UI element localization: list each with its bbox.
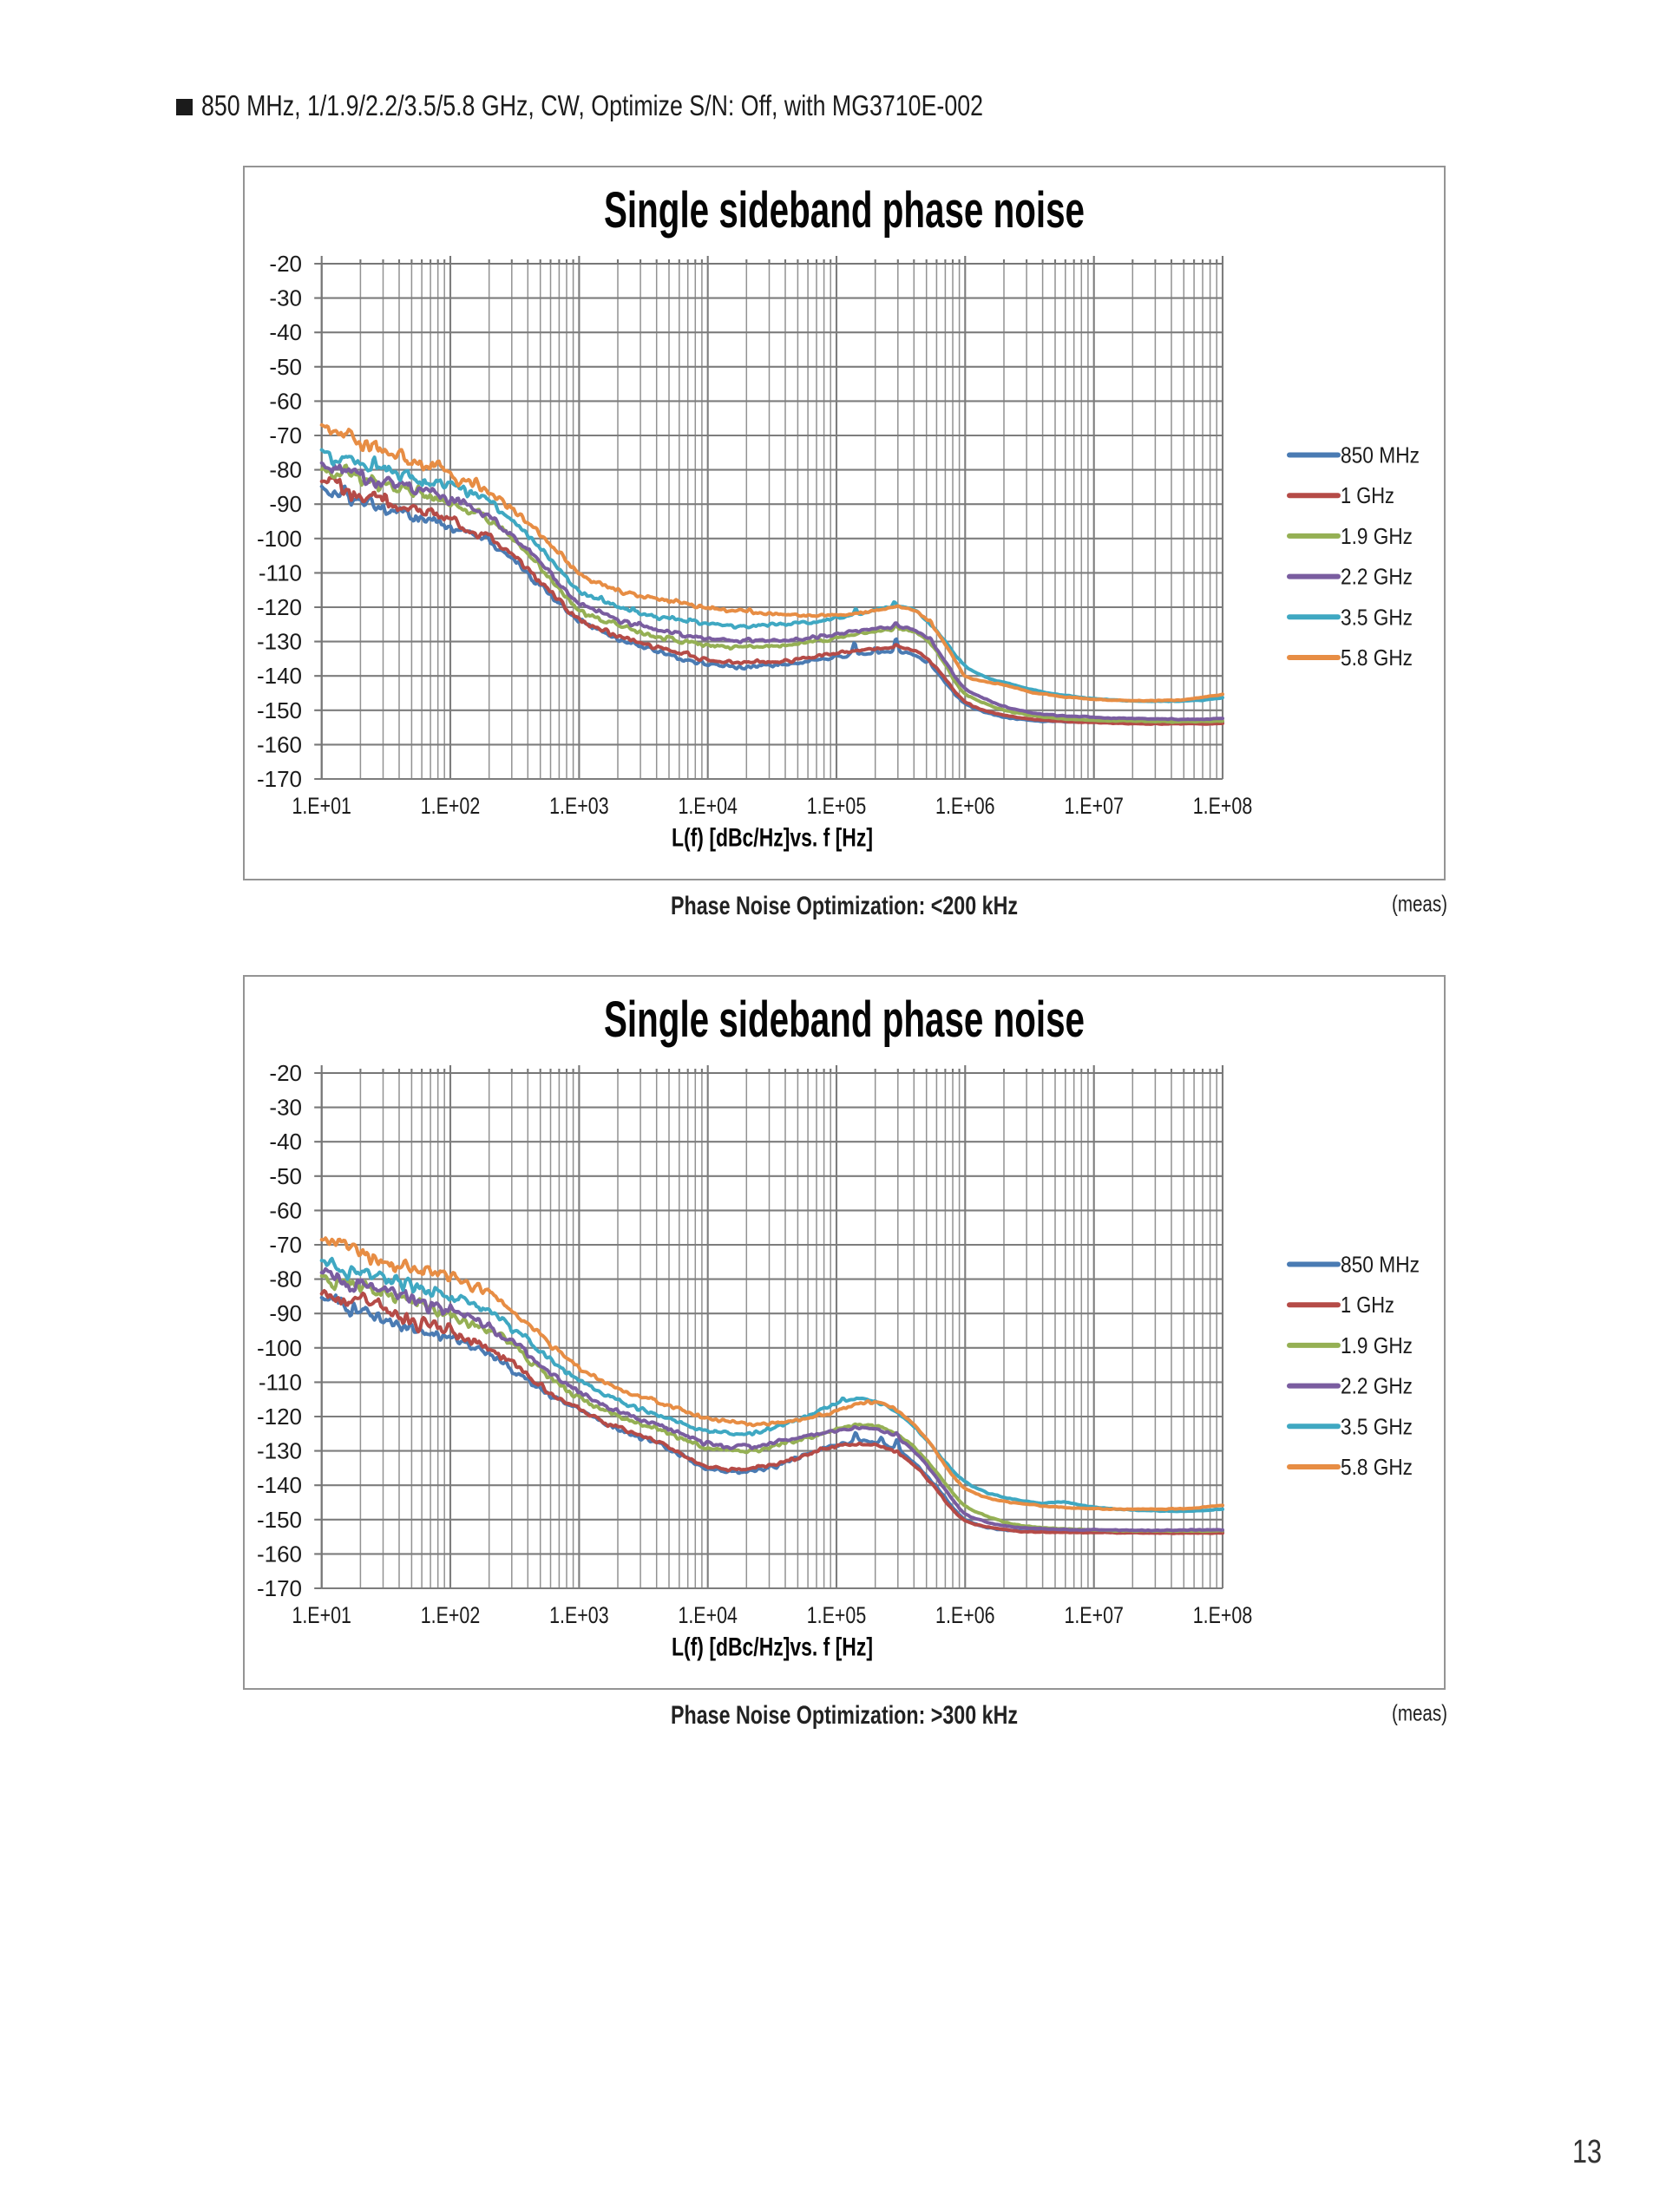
svg-text:-120: -120 xyxy=(257,594,302,620)
svg-text:1.E+08: 1.E+08 xyxy=(1193,1602,1253,1628)
svg-text:850 MHz: 850 MHz xyxy=(1341,442,1420,468)
svg-text:850 MHz, 1/1.9/2.2/3.5/5.8 GHz: 850 MHz, 1/1.9/2.2/3.5/5.8 GHz, CW, Opti… xyxy=(201,89,983,121)
svg-text:1.E+06: 1.E+06 xyxy=(935,793,995,819)
svg-text:-170: -170 xyxy=(257,1575,302,1601)
svg-text:5.8 GHz: 5.8 GHz xyxy=(1341,1454,1413,1480)
svg-text:-20: -20 xyxy=(269,1060,302,1086)
svg-text:-20: -20 xyxy=(269,251,302,277)
svg-text:Single sideband phase noise: Single sideband phase noise xyxy=(604,182,1085,239)
svg-text:-130: -130 xyxy=(257,1438,302,1464)
svg-text:-40: -40 xyxy=(269,319,302,345)
svg-text:-70: -70 xyxy=(269,422,302,448)
svg-text:5.8 GHz: 5.8 GHz xyxy=(1341,645,1413,671)
svg-text:(meas): (meas) xyxy=(1392,1700,1447,1726)
svg-text:-150: -150 xyxy=(257,697,302,723)
svg-text:-170: -170 xyxy=(257,766,302,792)
svg-text:-130: -130 xyxy=(257,629,302,655)
svg-text:1.E+06: 1.E+06 xyxy=(935,1602,995,1628)
svg-text:-100: -100 xyxy=(257,526,302,552)
svg-text:1.E+01: 1.E+01 xyxy=(292,1602,351,1628)
svg-text:1.E+01: 1.E+01 xyxy=(292,793,351,819)
svg-text:-110: -110 xyxy=(259,1369,302,1395)
svg-text:13: 13 xyxy=(1572,2134,1602,2170)
svg-text:1.E+04: 1.E+04 xyxy=(678,1602,738,1628)
svg-text:1.9 GHz: 1.9 GHz xyxy=(1341,1332,1413,1358)
svg-text:-90: -90 xyxy=(269,491,302,517)
svg-text:(meas): (meas) xyxy=(1392,891,1447,917)
svg-text:-60: -60 xyxy=(269,388,302,414)
svg-text:-160: -160 xyxy=(257,1541,302,1567)
svg-text:Single sideband phase noise: Single sideband phase noise xyxy=(604,991,1085,1048)
svg-text:1.E+08: 1.E+08 xyxy=(1193,793,1253,819)
svg-text:-60: -60 xyxy=(269,1197,302,1223)
svg-text:-140: -140 xyxy=(257,663,302,689)
svg-text:-110: -110 xyxy=(259,560,302,586)
svg-text:-70: -70 xyxy=(269,1232,302,1258)
svg-text:2.2 GHz: 2.2 GHz xyxy=(1341,1373,1413,1399)
svg-text:-50: -50 xyxy=(269,1163,302,1189)
svg-text:-40: -40 xyxy=(269,1129,302,1155)
svg-text:3.5 GHz: 3.5 GHz xyxy=(1341,1413,1413,1439)
svg-text:-30: -30 xyxy=(269,285,302,311)
svg-text:1.9 GHz: 1.9 GHz xyxy=(1341,523,1413,549)
svg-text:3.5 GHz: 3.5 GHz xyxy=(1341,604,1413,630)
svg-text:-80: -80 xyxy=(269,457,302,483)
svg-text:1.E+07: 1.E+07 xyxy=(1064,1602,1124,1628)
svg-text:-150: -150 xyxy=(257,1507,302,1533)
svg-text:-30: -30 xyxy=(269,1095,302,1121)
svg-text:1.E+04: 1.E+04 xyxy=(678,793,738,819)
svg-text:L(f) [dBc/Hz]vs. f [Hz]: L(f) [dBc/Hz]vs. f [Hz] xyxy=(672,824,873,853)
svg-text:2.2 GHz: 2.2 GHz xyxy=(1341,564,1413,590)
svg-text:-160: -160 xyxy=(257,731,302,757)
svg-text:-120: -120 xyxy=(257,1404,302,1430)
svg-text:-140: -140 xyxy=(257,1472,302,1498)
svg-text:L(f) [dBc/Hz]vs. f [Hz]: L(f) [dBc/Hz]vs. f [Hz] xyxy=(672,1633,873,1662)
svg-text:1.E+03: 1.E+03 xyxy=(549,793,609,819)
svg-text:1.E+07: 1.E+07 xyxy=(1064,793,1124,819)
svg-text:1 GHz: 1 GHz xyxy=(1341,1292,1394,1318)
svg-text:Phase Noise Optimization: >300: Phase Noise Optimization: >300 kHz xyxy=(671,1701,1018,1730)
svg-text:1.E+05: 1.E+05 xyxy=(807,793,867,819)
svg-text:850 MHz: 850 MHz xyxy=(1341,1252,1420,1278)
svg-text:1.E+05: 1.E+05 xyxy=(807,1602,867,1628)
svg-text:1.E+02: 1.E+02 xyxy=(421,793,481,819)
svg-text:1.E+02: 1.E+02 xyxy=(421,1602,481,1628)
svg-text:1 GHz: 1 GHz xyxy=(1341,482,1394,508)
svg-text:-50: -50 xyxy=(269,354,302,380)
svg-text:-80: -80 xyxy=(269,1266,302,1293)
svg-text:-100: -100 xyxy=(257,1335,302,1361)
svg-text:-90: -90 xyxy=(269,1300,302,1326)
svg-text:Phase Noise Optimization: <200: Phase Noise Optimization: <200 kHz xyxy=(671,892,1018,920)
svg-text:1.E+03: 1.E+03 xyxy=(549,1602,609,1628)
